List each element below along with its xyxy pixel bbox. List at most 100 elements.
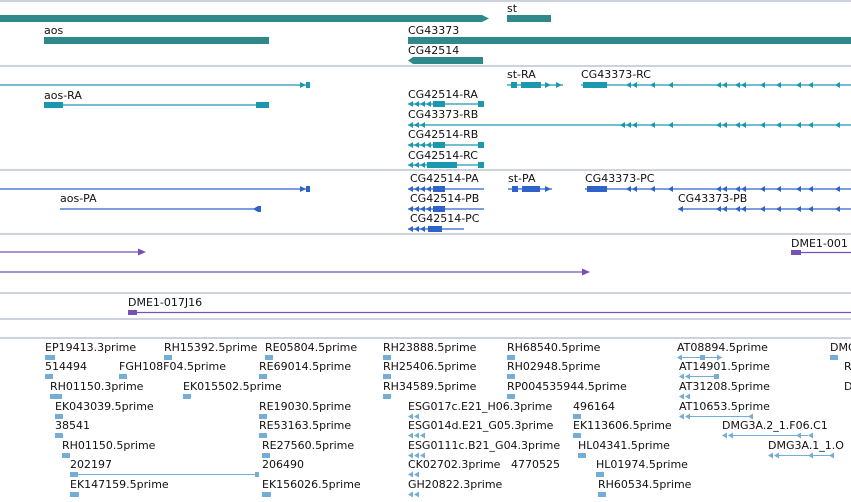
protein-label-st-pa[interactable]: st-PA — [508, 172, 536, 185]
transcript-glyph-st-ra[interactable] — [507, 82, 563, 88]
protein-glyph-st-pa[interactable] — [508, 186, 552, 192]
est-glyph[interactable] — [259, 414, 267, 419]
est-glyph[interactable] — [408, 413, 419, 420]
est-glyph[interactable] — [262, 453, 270, 458]
protein-label-cg42514-pc[interactable]: CG42514-PC — [410, 212, 480, 225]
gene-label-cg42514[interactable]: CG42514 — [408, 44, 459, 57]
est-glyph[interactable] — [183, 394, 191, 399]
est-glyph[interactable] — [45, 374, 53, 379]
est-label[interactable]: RH23888.5prime — [383, 341, 477, 354]
est-glyph[interactable] — [259, 433, 267, 438]
est-label[interactable]: 496164 — [573, 400, 615, 413]
est-label[interactable]: RE19030.5prime — [259, 400, 351, 413]
est-glyph[interactable] — [768, 452, 834, 459]
transcript-label-cg42514-ra[interactable]: CG42514-RA — [408, 88, 478, 101]
clone-glyph-1[interactable] — [0, 248, 146, 256]
clone-glyph-2[interactable] — [0, 268, 590, 276]
est-label[interactable]: HL04341.5prime — [578, 439, 670, 452]
est-glyph[interactable] — [573, 414, 581, 419]
clone-label-dme1-017j16[interactable]: DME1-017J16 — [128, 296, 202, 309]
est-glyph[interactable] — [119, 374, 127, 379]
est-glyph[interactable] — [383, 355, 391, 360]
transcript-glyph-aos-ra[interactable] — [44, 102, 269, 108]
clone-label-dme1-001[interactable]: DME1-001 — [791, 237, 848, 250]
transcript-label-cg43373-rc[interactable]: CG43373-RC — [581, 68, 651, 81]
est-glyph[interactable] — [573, 433, 581, 438]
est-label[interactable]: ESG0111c.B21_G04.3prime — [408, 439, 560, 452]
transcript-glyph-cg43373-rc[interactable] — [581, 82, 851, 88]
protein-label-aos-pa[interactable]: aos-PA — [60, 192, 97, 205]
est-glyph[interactable] — [722, 432, 813, 439]
protein-glyph-aos-pa[interactable] — [60, 206, 261, 212]
est-label[interactable]: R — [844, 360, 851, 373]
est-glyph[interactable] — [383, 374, 391, 379]
est-label[interactable]: AT31208.5prime — [679, 380, 770, 393]
est-label[interactable]: 4770525 — [511, 458, 560, 471]
est-glyph[interactable] — [507, 394, 515, 399]
est-label[interactable]: EP19413.3prime — [45, 341, 136, 354]
est-label[interactable]: EK043039.5prime — [55, 400, 154, 413]
est-label[interactable]: 202197 — [70, 458, 112, 471]
est-label[interactable]: RE27560.5prime — [262, 439, 354, 452]
est-glyph[interactable] — [830, 355, 838, 360]
protein-glyph-cg43373-pb[interactable] — [678, 206, 851, 212]
est-glyph[interactable] — [408, 491, 419, 498]
est-label[interactable]: RE05804.5prime — [265, 341, 357, 354]
est-label[interactable]: RH15392.5prime — [164, 341, 258, 354]
protein-label-cg43373-pc[interactable]: CG43373-PC — [585, 172, 655, 185]
est-label[interactable]: FGH108F04.5prime — [119, 360, 226, 373]
transcript-glyph-cg43373-rb[interactable] — [408, 122, 851, 128]
est-label[interactable]: DMG3A.2_1.F06.C1 — [722, 419, 828, 432]
est-glyph[interactable] — [50, 394, 62, 399]
est-glyph[interactable] — [55, 414, 63, 419]
gene-glyph-st[interactable] — [507, 15, 551, 22]
est-label[interactable]: RH01150.5prime — [62, 439, 156, 452]
est-label[interactable]: RH25406.5prime — [383, 360, 477, 373]
est-label[interactable]: EK113606.5prime — [573, 419, 672, 432]
transcript-label-st-ra[interactable]: st-RA — [507, 68, 536, 81]
gene-glyph-aos[interactable] — [44, 37, 269, 44]
gene-glyph-left[interactable] — [0, 15, 489, 22]
est-glyph[interactable] — [45, 355, 55, 360]
est-glyph[interactable] — [578, 453, 586, 458]
est-label[interactable]: AT08894.5prime — [677, 341, 768, 354]
protein-glyph-cg42514-pb[interactable] — [408, 206, 484, 212]
est-glyph[interactable] — [70, 472, 259, 477]
gene-label-st[interactable]: st — [507, 2, 518, 15]
est-glyph[interactable] — [408, 471, 419, 478]
est-label[interactable]: RE69014.5prime — [259, 360, 351, 373]
est-glyph[interactable] — [259, 374, 267, 379]
protein-glyph-cg42514-pa[interactable] — [408, 186, 484, 192]
est-label[interactable]: DMG3A.1_1.O — [768, 439, 844, 452]
est-glyph[interactable] — [507, 355, 515, 360]
est-label[interactable]: AT10653.5prime — [679, 400, 770, 413]
gene-glyph-cg42514[interactable] — [408, 57, 483, 64]
est-glyph[interactable] — [408, 432, 425, 439]
est-label[interactable]: ESG017c.E21_H06.3prime — [408, 400, 552, 413]
est-label[interactable]: EK015502.5prime — [183, 380, 282, 393]
clone-glyph-dme1-001[interactable] — [791, 250, 851, 255]
est-label[interactable]: GH20822.3prime — [408, 478, 503, 491]
est-label[interactable]: D — [844, 380, 851, 393]
est-glyph[interactable] — [62, 453, 70, 458]
est-glyph[interactable] — [70, 492, 79, 497]
est-label[interactable]: AT14901.5prime — [679, 360, 770, 373]
protein-label-cg42514-pb[interactable]: CG42514-PB — [410, 192, 479, 205]
est-label[interactable]: 514494 — [45, 360, 87, 373]
est-label[interactable]: 38541 — [55, 419, 90, 432]
gene-glyph-cg43373[interactable] — [408, 37, 851, 44]
est-label[interactable]: RH68540.5prime — [507, 341, 601, 354]
est-glyph[interactable] — [262, 492, 271, 497]
est-label[interactable]: ESG014d.E21_G05.3prime — [408, 419, 554, 432]
est-glyph[interactable] — [679, 413, 753, 420]
est-glyph[interactable] — [55, 433, 63, 438]
protein-label-cg42514-pa[interactable]: CG42514-PA — [410, 172, 479, 185]
gene-label-cg43373[interactable]: CG43373 — [408, 24, 459, 37]
est-label[interactable]: CK02702.3prime — [408, 458, 501, 471]
gene-label-aos[interactable]: aos — [44, 24, 63, 37]
est-glyph[interactable] — [598, 492, 606, 497]
protein-glyph-cg43373-pc[interactable] — [585, 186, 851, 192]
protein-label-cg43373-pb[interactable]: CG43373-PB — [678, 192, 747, 205]
est-glyph[interactable] — [164, 355, 172, 360]
est-label[interactable]: HL01974.5prime — [596, 458, 688, 471]
